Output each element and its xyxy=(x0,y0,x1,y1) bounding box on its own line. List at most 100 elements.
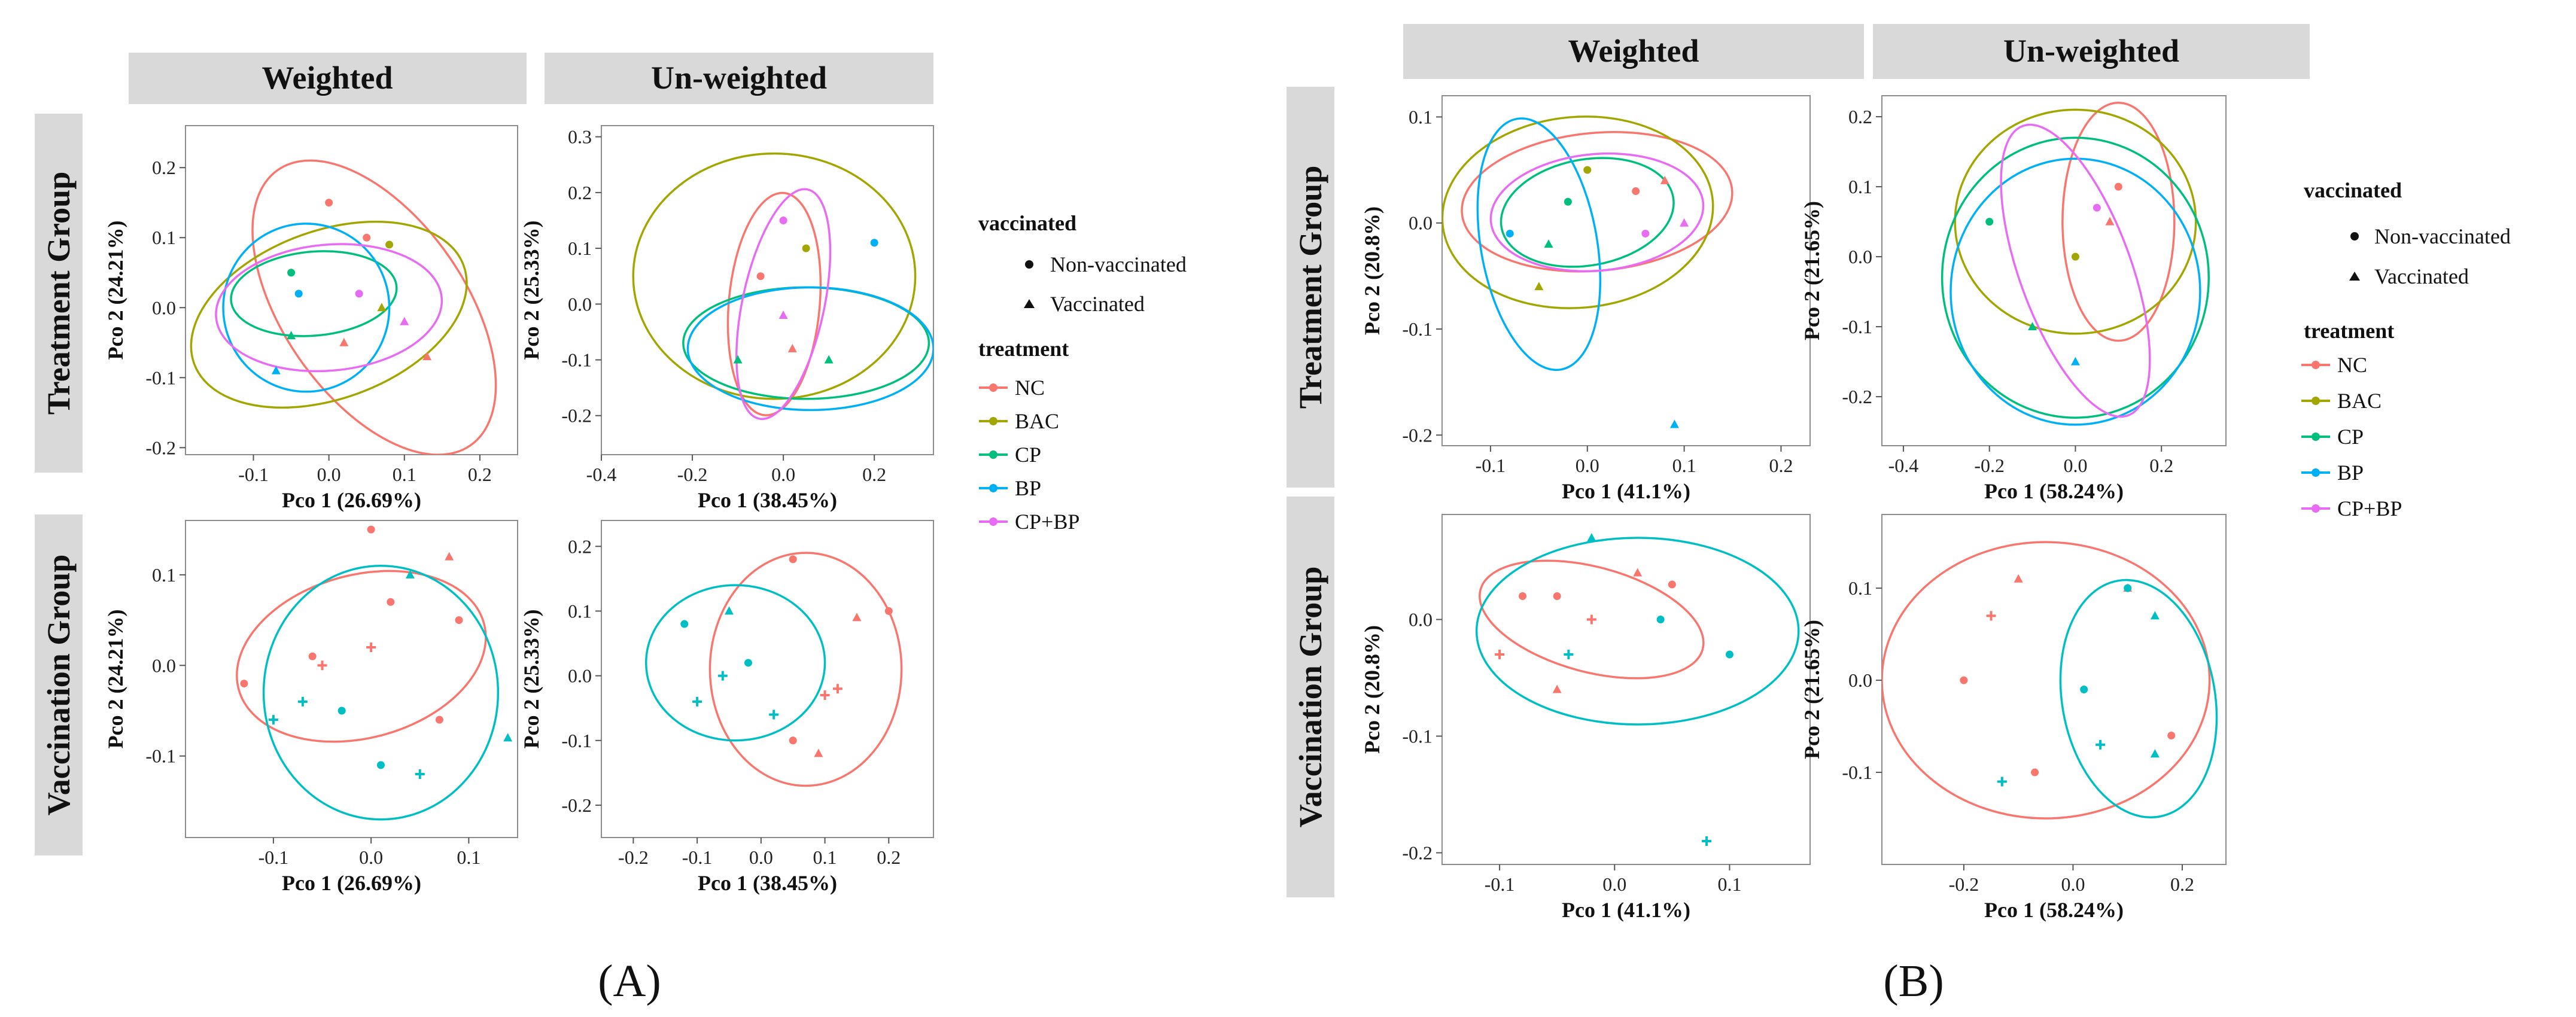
point-bac xyxy=(1583,166,1592,174)
legend-a-non-vaccinated-symbol xyxy=(1025,260,1033,269)
legend-a-shape-title: vaccinated xyxy=(978,211,1076,235)
row-treatment-label: Treatment Group xyxy=(41,172,77,415)
point-bp xyxy=(294,290,303,298)
figure-a-label: (A) xyxy=(598,956,661,1006)
legend-key-dot-bp xyxy=(2312,468,2320,477)
point-cp-bp xyxy=(1641,229,1650,237)
point-vaccinated xyxy=(1725,650,1733,659)
figure-a: Weighted Un-weighted Treatment Group Vac… xyxy=(35,53,1187,1006)
y-axis-title: Pco 2 (25.33%) xyxy=(519,610,543,749)
row-vaccination-label: Vaccination Group xyxy=(41,555,77,816)
x-axis-title: Pco 1 (26.69%) xyxy=(282,488,421,512)
plot-area xyxy=(1941,101,2210,426)
legend-key-dot-nc xyxy=(2312,361,2320,369)
point-nc xyxy=(1986,611,1996,621)
ellipse-bp xyxy=(1950,157,2201,426)
point-cp xyxy=(287,331,296,340)
row-b-treatment-label: Treatment Group xyxy=(1292,166,1328,409)
point-nc xyxy=(366,643,376,652)
panel-a-vaccination-unweighted: -0.2 -0.1 0.0 0.1 0.2 -0.2 -0.1 0.0 0.1 0.2 Pco 1 … xyxy=(519,520,934,895)
x-tick-label: 0.0 xyxy=(1576,455,1599,476)
legend-a-treatment-title: treatment xyxy=(978,337,1069,361)
plot-frame xyxy=(185,125,518,455)
point-cp-bp xyxy=(1680,218,1689,227)
ellipse-cp xyxy=(1941,136,2210,419)
point-nc xyxy=(1495,650,1505,659)
x-tick-label: 0.1 xyxy=(813,847,837,868)
y-tick-label: 0.2 xyxy=(152,157,176,178)
point-nc xyxy=(1632,187,1640,196)
point-cp xyxy=(733,355,743,364)
x-tick-label: -0.1 xyxy=(238,464,269,485)
y-tick-label: -0.2 xyxy=(1402,842,1433,864)
legend-key-label-nc: NC xyxy=(1015,376,1045,400)
y-tick-label: -0.1 xyxy=(561,349,592,371)
y-tick-label: 0.2 xyxy=(568,182,592,203)
ellipse-bac xyxy=(632,152,917,400)
strip-b-weighted-background xyxy=(1403,24,1864,79)
legend-a: vaccinated Non-vaccinated Vaccinated tre… xyxy=(978,211,1187,534)
legend-key-label-cp: CP xyxy=(2337,425,2364,449)
legend-a-non-vaccinated-label: Non-vaccinated xyxy=(1050,252,1187,276)
legend-key-dot-cp xyxy=(2312,433,2320,441)
point-vaccinated xyxy=(2150,749,2160,758)
panel-b-treatment-weighted: -0.1 0.0 0.1 0.2 -0.2 -0.1 0.0 0.1 Pco 1 (41.1%)… xyxy=(1360,95,1811,503)
plot-area xyxy=(632,152,933,421)
y-tick-label: 0.0 xyxy=(152,654,176,676)
legend-b: vaccinated Non-vaccinated Vaccinated tre… xyxy=(2301,178,2511,520)
strip-b-unweighted-background xyxy=(1873,24,2310,79)
x-tick-label: -0.1 xyxy=(682,847,713,868)
point-nc xyxy=(363,233,371,242)
row-b-treatment-background xyxy=(1287,87,1334,488)
legend-b-vaccinated-label: Vaccinated xyxy=(2374,264,2469,288)
row-treatment-background xyxy=(35,114,83,473)
y-axis-title: Pco 2 (21.65%) xyxy=(1800,201,1824,340)
x-tick-label: -0.1 xyxy=(1476,455,1506,476)
point-vaccinated xyxy=(1702,836,1712,846)
y-tick-label: 0.0 xyxy=(1409,212,1433,234)
legend-key-label-bac: BAC xyxy=(1015,409,1059,433)
y-tick-label: -0.1 xyxy=(1842,762,1872,783)
y-tick-label: -0.1 xyxy=(145,745,176,767)
point-nc xyxy=(339,337,349,346)
point-bac xyxy=(385,240,394,249)
ellipse-cp xyxy=(230,250,398,337)
point-nc xyxy=(852,613,862,622)
x-tick-label: 0.2 xyxy=(862,464,886,485)
y-tick-label: -0.1 xyxy=(1842,316,1872,337)
x-tick-label: 0.0 xyxy=(317,464,341,485)
strip-weighted-label: Weighted xyxy=(261,60,393,96)
legend-key-dot-bac xyxy=(2312,397,2320,405)
y-tick-label: 0.1 xyxy=(568,237,592,259)
figure-b: Weighted Un-weighted Treatment Group Vac… xyxy=(1287,24,2511,1006)
x-tick-label: -0.2 xyxy=(618,847,649,868)
y-tick-label: -0.2 xyxy=(561,405,592,427)
x-tick-label: 0.1 xyxy=(457,847,480,868)
ellipse-nc xyxy=(1479,559,1705,680)
legend-key-label-cp: CP xyxy=(1015,443,1041,467)
panel-b-vaccination-unweighted: -0.2 0.0 0.2 -0.1 0.0 0.1 Pco 1 (58.24%) Pco 2 … xyxy=(1800,514,2227,922)
ellipse-cp-bp xyxy=(2000,123,2151,418)
x-axis-title: Pco 1 (26.69%) xyxy=(282,871,421,895)
legend-b-non-vaccinated-symbol xyxy=(2350,232,2359,240)
y-tick-label: 0.0 xyxy=(1848,246,1872,267)
point-cp xyxy=(1985,218,1994,226)
point-vaccinated xyxy=(268,715,278,725)
point-nc xyxy=(2014,574,2023,583)
legend-key-label-cp-bp: CP+BP xyxy=(2337,497,2402,520)
point-vaccinated xyxy=(2096,739,2106,750)
point-nc xyxy=(787,343,797,352)
y-tick-label: -0.1 xyxy=(1402,726,1433,747)
y-tick-label: 0.1 xyxy=(1848,577,1872,599)
legend-key-dot-bac xyxy=(989,417,997,425)
panel-b-vaccination-weighted: -0.1 0.0 0.1 -0.2 -0.1 0.0 Pco 1 (41.1%) Pco 2 … xyxy=(1360,514,1811,922)
point-cp xyxy=(287,269,296,277)
point-vaccinated xyxy=(717,671,728,681)
y-tick-label: -0.1 xyxy=(1402,318,1433,340)
x-tick-label: 0.0 xyxy=(359,847,383,868)
x-tick-label: 0.0 xyxy=(771,464,795,485)
point-nc xyxy=(325,199,333,207)
x-tick-label: 0.2 xyxy=(2149,455,2173,476)
y-axis-title: Pco 2 (21.65%) xyxy=(1800,620,1824,759)
